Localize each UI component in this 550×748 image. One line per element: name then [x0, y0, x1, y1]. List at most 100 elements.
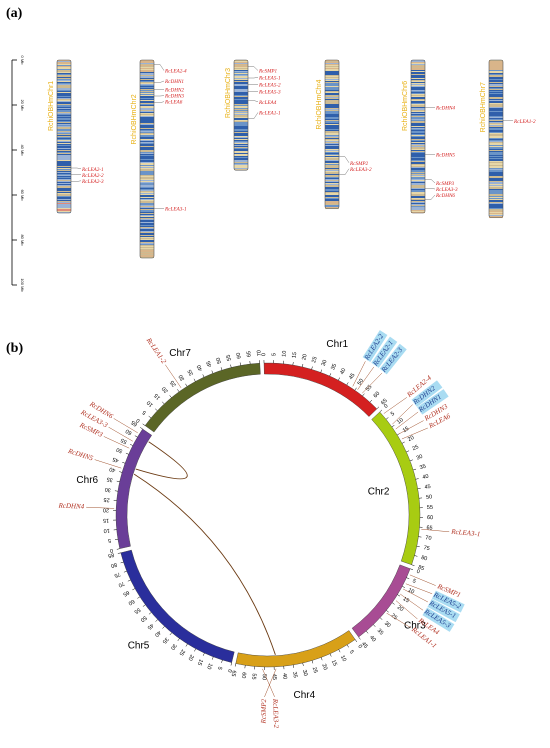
chromosome-band [140, 88, 154, 90]
chromosome-band [140, 187, 154, 189]
tick-label: 20 [320, 663, 328, 671]
chromosome-band [140, 175, 154, 177]
chromosome-band [489, 183, 503, 185]
chromosome-band [140, 117, 154, 119]
tick-label: 5 [411, 578, 416, 585]
chromosome-band [140, 68, 154, 70]
tick-label: 65 [230, 670, 237, 677]
chromosome-tick [409, 459, 413, 462]
chromosome-band [234, 130, 248, 132]
chromosome-band [57, 154, 71, 156]
tick-label: 0 [261, 353, 267, 356]
chromosome-band [234, 81, 248, 83]
chromosome-band [234, 75, 248, 77]
chromosome-band [489, 136, 503, 138]
chromosome-band [140, 100, 154, 102]
tick-label: 40 [153, 629, 162, 638]
chromosome-band [140, 213, 154, 215]
chromosome-band [57, 158, 71, 160]
chromosome-band [325, 86, 339, 88]
tick-label: 85 [417, 565, 425, 573]
chromosome-band [411, 80, 425, 82]
chromosome-band [57, 73, 71, 75]
tick-label: 25 [178, 648, 186, 656]
chromosome-band [57, 86, 71, 88]
chromosome-band [140, 179, 154, 181]
chromosome-tick [123, 570, 127, 573]
chromosome-band [140, 62, 154, 64]
chromosome-band [411, 190, 425, 192]
chromosome-arc [144, 363, 261, 433]
chromosome-tick [202, 652, 205, 656]
chromosome-band [325, 83, 339, 85]
chromosome-band [325, 81, 339, 83]
chromosome-band [234, 92, 248, 94]
chromosome-tick [354, 639, 358, 643]
chromosome-band [140, 208, 154, 210]
panel-b-label: (b) [6, 341, 24, 356]
chromosome-band [57, 140, 71, 142]
chromosome-band [57, 212, 71, 214]
chromosome-band [411, 195, 425, 197]
chromosome-band [140, 97, 154, 99]
chromosome-band [57, 191, 71, 193]
chromosome-tick [220, 367, 223, 371]
chromosome-band [411, 76, 425, 78]
chromosome-band [489, 151, 503, 153]
chromosome-band [489, 144, 503, 146]
chromosome-band [57, 103, 71, 105]
chromosome-band [57, 136, 71, 138]
chromosome-band [234, 167, 248, 169]
chromosome-band [57, 197, 71, 199]
chromosome-band [140, 247, 154, 249]
circos-gene-rclea1-2: RcLEA1-2 [144, 336, 182, 388]
chromosome-band [325, 99, 339, 101]
chromosome-band [140, 163, 154, 165]
chromosome-band [234, 109, 248, 111]
chromosome-band [489, 66, 503, 68]
chromosome-band [234, 84, 248, 86]
chromosome-tick [373, 624, 376, 627]
synteny-link [135, 441, 188, 480]
chromosome-band [140, 140, 154, 142]
chromosome-band [325, 158, 339, 160]
chromosome-band [140, 227, 154, 229]
chromosome-band [489, 121, 503, 123]
chromosome-band [57, 180, 71, 182]
chromosome-band [325, 155, 339, 157]
chromosome-band [489, 73, 503, 75]
chromosome-band [140, 128, 154, 130]
gene-label: RcLEA1-2 [144, 336, 168, 366]
tick-label: 45 [206, 360, 214, 368]
chromosome-band [411, 101, 425, 103]
chromosome-band [234, 152, 248, 154]
chromosome-band [411, 199, 425, 201]
chromosome-band [140, 154, 154, 156]
chromosome-band [489, 213, 503, 215]
chromosome-band [140, 61, 154, 63]
chromosome-band [140, 81, 154, 83]
chromosome-band [325, 154, 339, 156]
gene-tick [339, 156, 350, 163]
chromosome-band [411, 61, 425, 63]
chromosome-band [411, 143, 425, 145]
gene-label: RcLEA3-2 [271, 698, 280, 729]
chromosome-band [489, 180, 503, 182]
chromosome-band [140, 111, 154, 113]
chromosome-band [140, 232, 154, 234]
chromosome-band [140, 120, 154, 122]
chromosome-band [140, 143, 154, 145]
chromosome-band [57, 109, 71, 111]
tick-label: 60 [125, 427, 133, 435]
chromosome-band [57, 61, 71, 63]
chromosome-band [411, 127, 425, 129]
chromosome-band [325, 116, 339, 118]
chromosome-band [489, 85, 503, 87]
chromosome-band [325, 70, 339, 72]
chromosome-band [325, 110, 339, 112]
tick-label: 0 [383, 403, 389, 409]
chromosome-band [140, 162, 154, 164]
chromosome-band [325, 186, 339, 188]
chromosome-band [57, 62, 71, 64]
